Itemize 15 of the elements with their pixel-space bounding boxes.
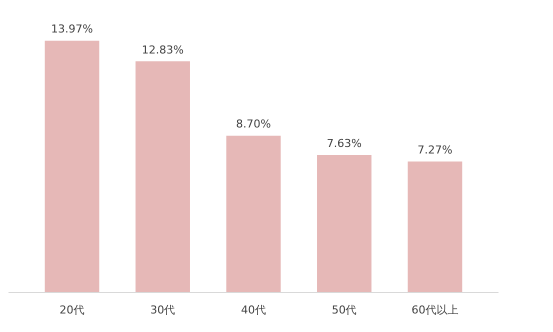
bar	[44, 40, 100, 292]
x-tick-label: 30代	[150, 304, 176, 316]
data-label: 7.27%	[418, 143, 452, 156]
data-label: 12.83%	[142, 43, 184, 56]
bar	[408, 161, 462, 292]
bar	[226, 136, 281, 292]
data-label: 8.70%	[236, 118, 271, 131]
x-tick-label: 40代	[241, 304, 266, 316]
data-label: 7.63%	[326, 136, 362, 150]
bar	[317, 154, 372, 292]
x-tick-label: 60代以上	[411, 304, 458, 316]
x-tick-label: 50代	[332, 304, 357, 316]
x-tick-label: 20代	[60, 304, 85, 316]
data-label: 13.97%	[51, 22, 93, 36]
bar	[136, 61, 190, 292]
